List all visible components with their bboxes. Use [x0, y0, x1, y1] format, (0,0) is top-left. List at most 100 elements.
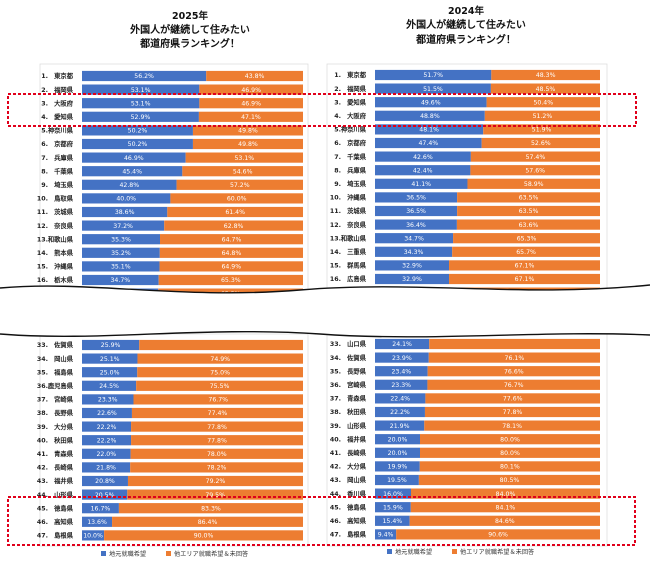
bar-local-left-bottom-14 — [82, 530, 105, 541]
bar-other-left-bottom-8 — [130, 448, 303, 459]
value-local-left-bottom-14: 10.0% — [83, 533, 103, 540]
prefecture-label-left-top-1: 福岡県 — [53, 85, 74, 94]
value-other-right-bottom-4: 77.6% — [503, 396, 523, 403]
bar-other-right-top-4 — [483, 124, 600, 135]
bar-other-left-top-8 — [176, 179, 303, 190]
legend-other-left: 他エリア就職希望＆未回答 — [174, 550, 248, 558]
labels-layer: 1. 東京都 56.2% 43.8% 2. 福岡県 53.1% 46.9% 3. 大阪府 53.1%… — [37, 70, 556, 539]
value-local-left-bottom-7: 22.2% — [97, 437, 117, 444]
value-local-right-top-12: 34.7% — [404, 235, 424, 242]
bar-other-left-bottom-5 — [131, 407, 303, 419]
prefecture-label-right-top-0: 東京都 — [347, 70, 367, 79]
bar-local-right-top-7 — [375, 165, 471, 176]
value-local-left-bottom-4: 23.3% — [98, 397, 118, 404]
value-other-right-bottom-5: 77.8% — [503, 409, 523, 416]
value-local-right-top-1: 51.5% — [423, 86, 443, 93]
prefecture-label-right-bottom-1: 佐賀県 — [346, 353, 367, 362]
bar-other-right-top-6 — [470, 151, 600, 162]
value-other-left-top-15: 65.3% — [221, 277, 241, 284]
bar-local-left-top-2 — [82, 98, 200, 109]
highlight-box-bottom — [7, 496, 636, 546]
bar-local-right-top-8 — [375, 178, 468, 189]
value-other-right-bottom-1: 76.1% — [505, 355, 525, 362]
value-other-right-bottom-10: 80.5% — [500, 477, 520, 484]
bar-local-right-top-14 — [375, 260, 450, 271]
bar-other-left-bottom-0 — [139, 339, 303, 351]
rank-label-left-bottom-7: 40. — [37, 437, 48, 444]
value-other-left-bottom-3: 75.5% — [210, 383, 230, 390]
prefecture-label-right-top-1: 福岡県 — [346, 84, 367, 93]
value-other-right-bottom-9: 80.1% — [500, 464, 520, 471]
prefecture-label-right-bottom-12: 徳島県 — [346, 502, 367, 511]
bar-other-left-bottom-11 — [127, 489, 304, 500]
bar-other-left-bottom-9 — [130, 462, 303, 473]
bar-local-right-bottom-7 — [375, 434, 420, 445]
bar-local-right-bottom-4 — [375, 393, 426, 404]
prefecture-label-right-top-9: 沖縄県 — [347, 193, 367, 202]
prefecture-label-left-top-2: 大阪府 — [54, 98, 74, 107]
bar-local-right-top-0 — [375, 69, 492, 81]
bar-other-right-top-9 — [457, 192, 600, 203]
value-local-left-top-8: 42.8% — [119, 182, 139, 189]
rank-label-right-top-7: 8. — [334, 167, 341, 174]
value-local-left-bottom-6: 22.2% — [97, 424, 117, 431]
bar-other-left-top-1 — [199, 84, 303, 95]
cut-line-top — [0, 284, 650, 294]
value-other-right-top-4: 51.9% — [532, 127, 552, 134]
bar-local-right-top-15 — [375, 273, 450, 285]
value-other-right-bottom-7: 80.0% — [500, 436, 520, 443]
prefecture-label-right-top-5: 京都府 — [347, 138, 367, 147]
value-local-right-top-10: 36.5% — [406, 208, 426, 215]
value-other-right-top-14: 67.1% — [515, 263, 535, 270]
bar-other-right-top-3 — [484, 110, 600, 121]
rank-label-right-bottom-1: 34. — [330, 355, 341, 362]
rank-label-left-top-7: 8. — [41, 168, 48, 175]
legend-local-left: 地元就職希望 — [109, 550, 146, 558]
rank-label-right-top-13: 14. — [330, 249, 341, 256]
bar-local-left-bottom-10 — [82, 475, 128, 487]
bar-local-right-bottom-13 — [375, 515, 410, 526]
value-other-left-bottom-9: 78.2% — [207, 465, 227, 472]
value-local-right-top-14: 32.9% — [402, 263, 422, 270]
prefecture-label-right-top-7: 兵庫県 — [347, 165, 367, 174]
rank-label-left-top-12: 13. — [37, 236, 48, 243]
rank-label-left-bottom-0: 33. — [37, 342, 48, 349]
bar-other-right-bottom-11 — [411, 488, 600, 499]
value-other-left-bottom-14: 90.0% — [194, 533, 214, 540]
rank-label-right-top-0: 1. — [334, 72, 341, 79]
rank-label-right-bottom-2: 35. — [330, 368, 341, 375]
bar-local-left-top-6 — [82, 152, 186, 163]
value-other-right-top-8: 58.9% — [524, 181, 544, 188]
value-other-left-top-12: 64.7% — [222, 236, 242, 243]
bar-local-left-top-0 — [82, 70, 207, 82]
bar-local-left-bottom-0 — [82, 339, 140, 351]
title-line2-left: 都道府県ランキング！ — [139, 37, 240, 50]
rank-label-left-top-13: 14. — [37, 250, 48, 257]
value-local-right-bottom-6: 21.9% — [390, 423, 410, 430]
value-other-left-bottom-7: 77.8% — [207, 437, 227, 444]
prefecture-label-right-top-11: 奈良県 — [346, 220, 367, 229]
prefecture-label-left-bottom-13: 高知県 — [54, 517, 74, 526]
prefecture-label-left-bottom-12: 徳島県 — [53, 503, 74, 512]
bar-local-left-bottom-1 — [82, 353, 138, 364]
prefecture-label-left-bottom-1: 岡山県 — [54, 354, 74, 363]
bar-other-left-top-11 — [164, 220, 303, 231]
value-local-left-bottom-9: 21.8% — [96, 465, 116, 472]
value-other-left-top-0: 43.8% — [245, 73, 265, 80]
value-local-right-bottom-12: 15.9% — [383, 504, 403, 511]
cut-mask — [0, 285, 650, 337]
bar-local-left-top-3 — [82, 111, 199, 122]
prefecture-label-left-top-6: 兵庫県 — [54, 153, 74, 162]
prefecture-label-right-bottom-13: 高知県 — [347, 516, 367, 525]
prefecture-label-left-top-4: 神奈川県 — [48, 126, 74, 135]
bar-local-left-top-9 — [82, 193, 171, 204]
rank-label-left-top-10: 11. — [37, 209, 48, 216]
bar-other-left-top-4 — [192, 125, 303, 136]
bar-other-left-bottom-13 — [112, 516, 303, 527]
bar-local-right-top-12 — [375, 233, 454, 244]
value-other-left-top-7: 54.6% — [233, 168, 253, 175]
bar-other-right-top-14 — [449, 260, 600, 271]
bar-other-right-top-11 — [456, 219, 600, 230]
title-line1-left: 外国人が継続して住みたい — [129, 23, 250, 36]
bar-local-left-top-1 — [82, 84, 200, 95]
